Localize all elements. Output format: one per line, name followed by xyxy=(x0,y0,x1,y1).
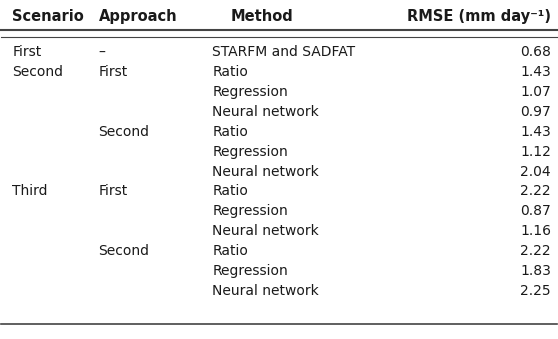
Text: 1.16: 1.16 xyxy=(520,224,551,238)
Text: STARFM and SADFAT: STARFM and SADFAT xyxy=(213,45,355,60)
Text: Neural network: Neural network xyxy=(213,283,319,298)
Text: Neural network: Neural network xyxy=(213,164,319,179)
Text: 0.87: 0.87 xyxy=(520,204,551,218)
Text: –: – xyxy=(99,45,105,60)
Text: Ratio: Ratio xyxy=(213,244,248,258)
Text: 1.07: 1.07 xyxy=(520,85,551,99)
Text: 2.22: 2.22 xyxy=(521,184,551,198)
Text: 1.83: 1.83 xyxy=(520,264,551,278)
Text: Method: Method xyxy=(231,9,294,24)
Text: 0.97: 0.97 xyxy=(520,105,551,119)
Text: First: First xyxy=(99,184,128,198)
Text: Neural network: Neural network xyxy=(213,224,319,238)
Text: 1.12: 1.12 xyxy=(520,145,551,159)
Text: Ratio: Ratio xyxy=(213,125,248,139)
Text: Regression: Regression xyxy=(213,85,288,99)
Text: Regression: Regression xyxy=(213,145,288,159)
Text: 0.68: 0.68 xyxy=(520,45,551,60)
Text: Second: Second xyxy=(12,65,64,79)
Text: Ratio: Ratio xyxy=(213,184,248,198)
Text: Approach: Approach xyxy=(99,9,177,24)
Text: RMSE (mm day⁻¹): RMSE (mm day⁻¹) xyxy=(407,9,551,24)
Text: 1.43: 1.43 xyxy=(520,65,551,79)
Text: 1.43: 1.43 xyxy=(520,125,551,139)
Text: 2.04: 2.04 xyxy=(521,164,551,179)
Text: Regression: Regression xyxy=(213,204,288,218)
Text: 2.25: 2.25 xyxy=(521,283,551,298)
Text: Second: Second xyxy=(99,125,150,139)
Text: First: First xyxy=(12,45,42,60)
Text: Regression: Regression xyxy=(213,264,288,278)
Text: Second: Second xyxy=(99,244,150,258)
Text: Ratio: Ratio xyxy=(213,65,248,79)
Text: Scenario: Scenario xyxy=(12,9,84,24)
Text: First: First xyxy=(99,65,128,79)
Text: Neural network: Neural network xyxy=(213,105,319,119)
Text: Third: Third xyxy=(12,184,48,198)
Text: 2.22: 2.22 xyxy=(521,244,551,258)
